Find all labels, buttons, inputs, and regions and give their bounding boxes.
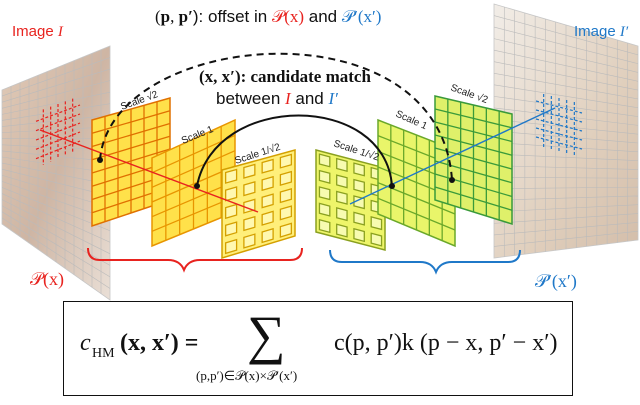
point-p-marker xyxy=(97,157,103,163)
offset-caption: (p, p′): offset in 𝒫(x) and 𝒫′(x′) xyxy=(155,7,381,26)
image-label-right: Image I′ xyxy=(574,23,629,40)
right-grid-scale-sqrt2 xyxy=(434,95,513,226)
candidate-match-arc xyxy=(196,114,393,187)
right-grid-scale-inv-sqrt2 xyxy=(315,149,386,251)
formula-box: c HM (x, x′) = ∑ (p,p′)∈𝒫(x)×𝒫′(x′) c(p,… xyxy=(63,301,573,396)
point-x-marker xyxy=(194,183,200,189)
formula-lhs: c xyxy=(80,330,91,356)
candidate-caption-line1: (x, x′): candidate match xyxy=(199,67,371,86)
formula-lhs-subscript: HM xyxy=(92,346,115,361)
formula-rhs: c(p, p′)k (p − x, p′ − x′) xyxy=(334,330,558,356)
image-label-left: Image I xyxy=(12,23,64,40)
left-red-ray xyxy=(39,129,259,213)
formula-lhs-args: (x, x′) = xyxy=(120,330,199,356)
right-brace xyxy=(329,249,521,275)
right-blue-ray xyxy=(349,107,556,205)
candidate-caption-line2: between I and I′ xyxy=(216,89,338,108)
formula-sum-symbol: ∑ xyxy=(247,305,286,365)
offset-dashed-arc xyxy=(99,52,453,181)
formula-sum-subscript: (p,p′)∈𝒫(x)×𝒫′(x′) xyxy=(196,368,298,383)
point-pp-marker xyxy=(449,177,455,183)
left-grid-scale-inv-sqrt2 xyxy=(221,149,296,260)
point-xp-marker xyxy=(389,183,395,189)
set-label-right: 𝒫′(x′) xyxy=(535,271,577,292)
left-image-panel xyxy=(1,45,111,301)
set-label-left: 𝒫(x) xyxy=(30,269,64,290)
left-brace xyxy=(87,247,303,273)
right-image-panel xyxy=(493,3,639,259)
